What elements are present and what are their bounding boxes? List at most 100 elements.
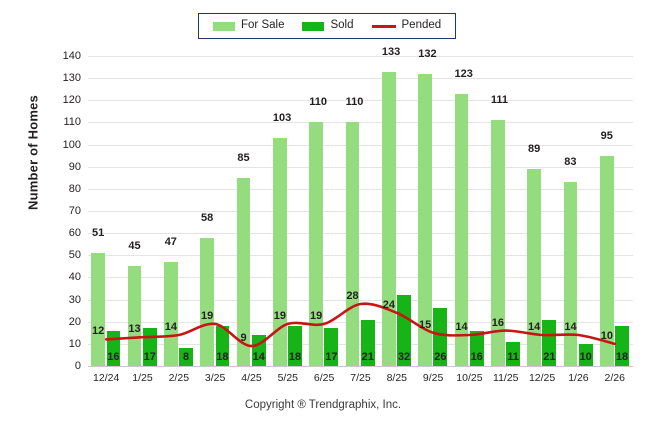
bar-label-sold: 16 xyxy=(470,351,483,363)
x-axis-labels: 12/24 1/25 2/25 3/25 4/25 5/25 6/25 7/25 8/25 9/2… xyxy=(88,372,633,384)
y-tick-label: 0 xyxy=(74,360,81,372)
bar-for-sale[interactable] xyxy=(563,182,578,366)
gridline: 80 xyxy=(69,183,633,195)
bar-for-sale[interactable] xyxy=(454,93,469,366)
line-label-pended: 9 xyxy=(240,332,247,345)
bar-label-sold: 11 xyxy=(507,351,519,363)
bar-label-for-sale: 110 xyxy=(345,96,364,109)
x-axis-tick-label: 6/25 xyxy=(313,372,335,384)
bar-label-sold: 26 xyxy=(434,351,447,363)
bar-for-sale[interactable] xyxy=(272,137,287,366)
bar-label-sold: 18 xyxy=(216,351,229,363)
line-label-pended: 10 xyxy=(600,329,613,342)
bar-label-sold: 17 xyxy=(325,351,338,363)
plot-area: 140 130 120 110 100 90 80 70 60 50 40 30 20 10 0 51 16 4… xyxy=(63,46,633,372)
bar-group: 83 10 xyxy=(560,56,596,366)
bar-label-sold: 17 xyxy=(143,351,156,363)
bar-group: 132 26 xyxy=(415,48,451,366)
x-axis-tick-label: 12/25 xyxy=(528,372,556,384)
x-axis-tick-label: 3/25 xyxy=(204,372,226,384)
bar-for-sale[interactable] xyxy=(345,122,360,366)
gridline: 70 xyxy=(69,205,633,217)
line-label-pended: 16 xyxy=(491,316,504,329)
legend-label: Sold xyxy=(330,19,354,32)
bar-for-sale[interactable] xyxy=(527,168,541,366)
bar-label-sold: 21 xyxy=(361,351,374,363)
legend-item-for-sale[interactable]: For Sale xyxy=(213,20,284,32)
bar-group: 51 16 xyxy=(88,56,124,366)
y-tick-label: 50 xyxy=(68,249,81,262)
x-axis-tick-label: 12/24 xyxy=(93,372,120,384)
legend-label: For Sale xyxy=(241,19,285,32)
bar-label-for-sale: 51 xyxy=(92,227,105,240)
gridline: 90 xyxy=(69,161,633,173)
line-label-pended: 14 xyxy=(164,321,177,333)
y-tick-label: 100 xyxy=(62,138,81,151)
bar-label-for-sale: 123 xyxy=(454,67,473,80)
legend-item-sold[interactable]: Sold xyxy=(302,19,354,32)
legend-swatch-pended-icon xyxy=(371,24,396,28)
bar-for-sale[interactable] xyxy=(381,71,396,366)
y-tick-label: 140 xyxy=(62,50,81,62)
bar-label-for-sale: 110 xyxy=(309,96,327,109)
bar-for-sale[interactable] xyxy=(91,253,106,366)
x-axis-tick-label: 1/25 xyxy=(132,372,153,384)
gridline: 120 xyxy=(63,94,633,106)
bar-label-for-sale: 89 xyxy=(527,142,541,155)
bar-label-sold: 18 xyxy=(288,351,302,363)
gridline: 60 xyxy=(69,227,633,239)
y-tick-label: 60 xyxy=(68,227,81,240)
bar-group: 95 18 xyxy=(597,56,633,366)
bar-group: 110 21 xyxy=(342,56,378,366)
x-axis-tick-label: 10/25 xyxy=(456,372,483,384)
gridline: 30 xyxy=(69,294,633,306)
legend-item-pended[interactable]: Pended xyxy=(371,19,442,32)
legend-label: Pended xyxy=(401,19,442,32)
y-tick-label: 10 xyxy=(68,337,81,350)
bar-sold[interactable] xyxy=(578,343,593,366)
chart-legend: For Sale Sold Pended xyxy=(198,13,457,39)
line-label-pended: 12 xyxy=(92,325,105,338)
bar-for-sale[interactable] xyxy=(490,120,505,366)
y-tick-label: 30 xyxy=(68,293,81,306)
gridline: 110 xyxy=(63,116,633,128)
bar-for-sale[interactable] xyxy=(163,261,178,366)
copyright-notice: Copyright ® Trendgraphix, Inc. xyxy=(244,399,402,411)
bar-sold[interactable] xyxy=(179,348,193,366)
bar-group: 89 21 xyxy=(524,56,560,366)
bar-label-sold: 16 xyxy=(107,351,120,363)
gridline: 130 xyxy=(63,72,633,84)
y-tick-label: 110 xyxy=(63,116,81,129)
x-axis-tick-label: 5/25 xyxy=(277,372,299,384)
bar-label-for-sale: 133 xyxy=(381,45,401,58)
line-label-pended: 19 xyxy=(310,309,323,322)
bar-for-sale[interactable] xyxy=(309,122,324,366)
x-axis-tick-label: 2/25 xyxy=(168,372,190,384)
bar-for-sale[interactable] xyxy=(200,237,215,366)
line-label-pended: 24 xyxy=(382,298,395,311)
bar-group: 123 16 xyxy=(451,56,487,366)
bar-label-sold: 18 xyxy=(615,351,629,363)
bar-for-sale[interactable] xyxy=(418,73,433,366)
x-axis-tick-label: 8/25 xyxy=(386,372,407,384)
y-tick-label: 70 xyxy=(68,205,81,217)
x-axis-tick-label: 4/25 xyxy=(241,372,262,384)
x-axis-tick-label: 7/25 xyxy=(350,372,371,384)
gridline: 40 xyxy=(69,271,633,283)
bar-label-sold: 8 xyxy=(183,351,190,363)
y-axis-title: Number of Homes xyxy=(25,95,41,210)
bar-sold[interactable] xyxy=(506,341,520,366)
bar-for-sale[interactable] xyxy=(127,266,142,366)
bar-group: 133 32 xyxy=(379,46,415,366)
bar-label-for-sale: 111 xyxy=(490,94,509,107)
bar-sold[interactable] xyxy=(615,326,629,366)
y-tick-label: 40 xyxy=(68,271,81,284)
bar-label-for-sale: 95 xyxy=(600,129,613,142)
x-axis-tick-label: 1/26 xyxy=(568,372,589,384)
bar-label-for-sale: 83 xyxy=(564,156,577,169)
line-label-pended: 13 xyxy=(128,323,141,336)
bar-label-for-sale: 47 xyxy=(164,235,177,248)
legend-swatch-for-sale-icon xyxy=(213,21,235,31)
gridline: 50 xyxy=(69,249,633,261)
y-tick-label: 80 xyxy=(68,182,81,195)
